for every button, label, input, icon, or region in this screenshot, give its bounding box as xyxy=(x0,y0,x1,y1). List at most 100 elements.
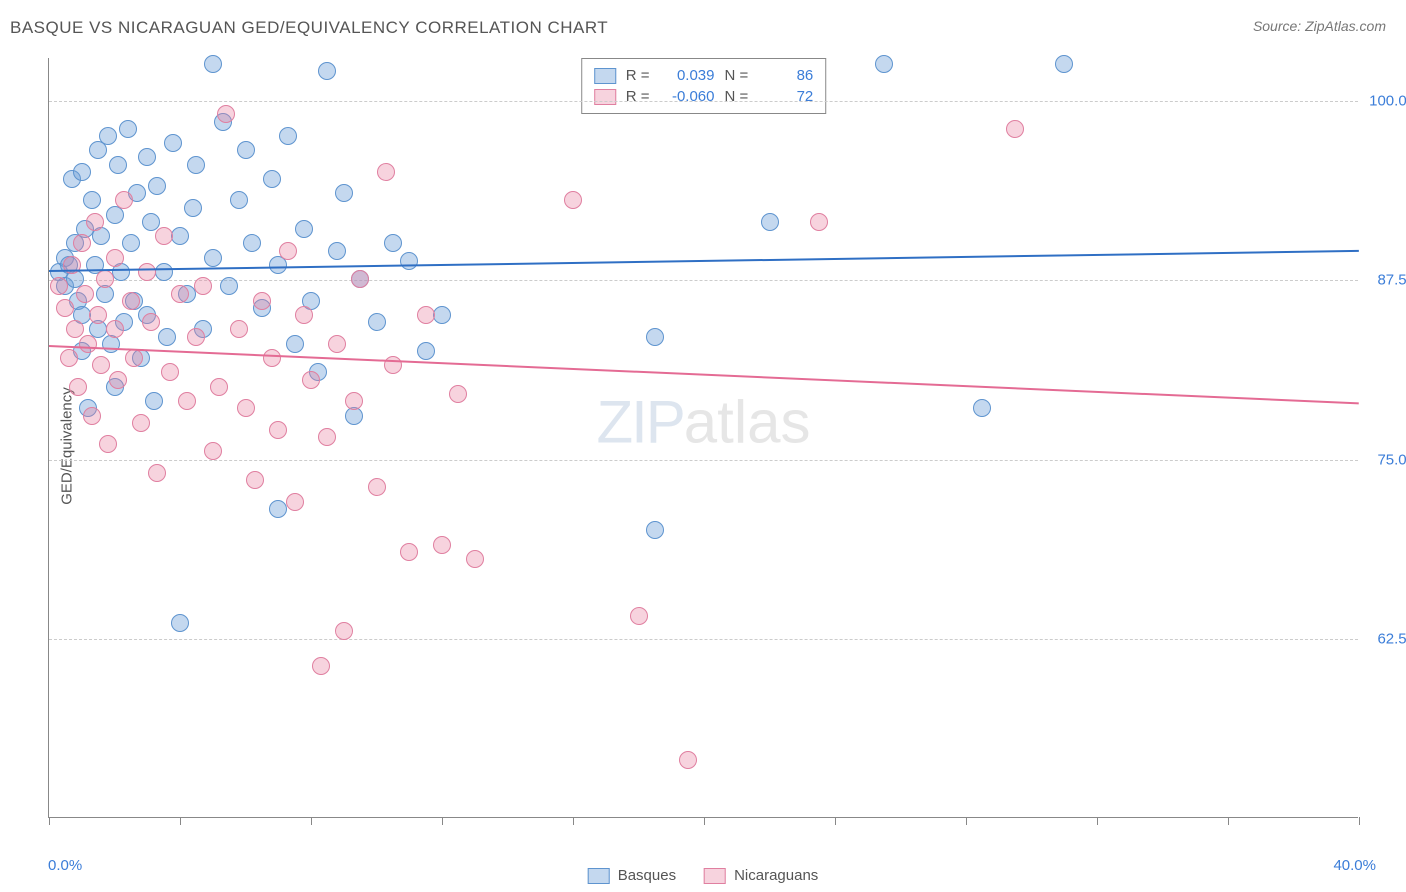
gridline xyxy=(49,639,1358,640)
scatter-point xyxy=(1006,120,1024,138)
scatter-point xyxy=(96,270,114,288)
scatter-point xyxy=(148,177,166,195)
scatter-point xyxy=(246,471,264,489)
legend-r-value: 0.039 xyxy=(660,67,715,84)
scatter-point xyxy=(76,285,94,303)
scatter-point xyxy=(263,349,281,367)
x-axis-max-label: 40.0% xyxy=(1333,857,1376,874)
scatter-point xyxy=(646,328,664,346)
scatter-point xyxy=(142,213,160,231)
scatter-point xyxy=(295,220,313,238)
y-tick-label: 62.5% xyxy=(1377,630,1406,647)
scatter-point xyxy=(73,163,91,181)
scatter-point xyxy=(89,306,107,324)
scatter-point xyxy=(132,414,150,432)
watermark: ZIPatlas xyxy=(596,388,810,457)
scatter-point xyxy=(60,349,78,367)
scatter-point xyxy=(83,191,101,209)
scatter-point xyxy=(1055,55,1073,73)
scatter-point xyxy=(810,213,828,231)
scatter-point xyxy=(466,550,484,568)
x-tick xyxy=(704,817,705,825)
scatter-point xyxy=(86,213,104,231)
scatter-point xyxy=(158,328,176,346)
scatter-point xyxy=(220,277,238,295)
x-tick xyxy=(1359,817,1360,825)
scatter-point xyxy=(66,320,84,338)
legend-n-label: N = xyxy=(725,88,749,105)
x-tick xyxy=(1228,817,1229,825)
scatter-point xyxy=(109,371,127,389)
scatter-point xyxy=(328,242,346,260)
scatter-point xyxy=(318,428,336,446)
scatter-point xyxy=(171,227,189,245)
scatter-point xyxy=(253,292,271,310)
legend-r-label: R = xyxy=(626,67,650,84)
scatter-point xyxy=(377,163,395,181)
watermark-atlas: atlas xyxy=(684,389,811,456)
scatter-point xyxy=(230,320,248,338)
scatter-point xyxy=(269,421,287,439)
scatter-point xyxy=(69,378,87,396)
x-tick xyxy=(835,817,836,825)
scatter-point xyxy=(92,356,110,374)
scatter-point xyxy=(433,536,451,554)
x-tick xyxy=(49,817,50,825)
scatter-point xyxy=(155,263,173,281)
scatter-point xyxy=(351,270,369,288)
scatter-point xyxy=(237,399,255,417)
scatter-point xyxy=(400,252,418,270)
legend-n-value: 86 xyxy=(758,67,813,84)
scatter-point xyxy=(679,751,697,769)
x-tick xyxy=(1097,817,1098,825)
legend-r-label: R = xyxy=(626,88,650,105)
scatter-point xyxy=(106,249,124,267)
scatter-point xyxy=(210,378,228,396)
x-tick xyxy=(573,817,574,825)
legend-stats: R =0.039N =86R =-0.060N =72 xyxy=(581,58,827,114)
scatter-point xyxy=(237,141,255,159)
legend-label: Basques xyxy=(618,867,676,884)
scatter-point xyxy=(119,120,137,138)
scatter-point xyxy=(328,335,346,353)
scatter-point xyxy=(148,464,166,482)
scatter-point xyxy=(204,249,222,267)
gridline xyxy=(49,101,1358,102)
legend-n-label: N = xyxy=(725,67,749,84)
scatter-point xyxy=(263,170,281,188)
scatter-point xyxy=(56,299,74,317)
scatter-point xyxy=(145,392,163,410)
scatter-point xyxy=(312,657,330,675)
scatter-point xyxy=(187,156,205,174)
scatter-point xyxy=(125,349,143,367)
gridline xyxy=(49,280,1358,281)
x-axis-min-label: 0.0% xyxy=(48,857,82,874)
legend-r-value: -0.060 xyxy=(660,88,715,105)
chart-title: BASQUE VS NICARAGUAN GED/EQUIVALENCY COR… xyxy=(10,18,608,38)
trend-line xyxy=(49,250,1359,272)
scatter-point xyxy=(155,227,173,245)
scatter-point xyxy=(122,292,140,310)
scatter-point xyxy=(109,156,127,174)
y-tick-label: 100.0% xyxy=(1369,93,1406,110)
scatter-point xyxy=(106,320,124,338)
scatter-point xyxy=(417,306,435,324)
correlation-chart: BASQUE VS NICARAGUAN GED/EQUIVALENCY COR… xyxy=(0,0,1406,892)
scatter-point xyxy=(279,242,297,260)
legend-item: Basques xyxy=(588,867,676,884)
x-tick xyxy=(966,817,967,825)
scatter-point xyxy=(318,62,336,80)
scatter-point xyxy=(115,191,133,209)
scatter-point xyxy=(286,335,304,353)
scatter-point xyxy=(384,234,402,252)
scatter-point xyxy=(335,622,353,640)
gridline xyxy=(49,460,1358,461)
scatter-point xyxy=(279,127,297,145)
scatter-point xyxy=(164,134,182,152)
scatter-point xyxy=(875,55,893,73)
scatter-point xyxy=(187,328,205,346)
legend-swatch xyxy=(594,89,616,105)
scatter-point xyxy=(433,306,451,324)
scatter-point xyxy=(269,500,287,518)
scatter-point xyxy=(564,191,582,209)
